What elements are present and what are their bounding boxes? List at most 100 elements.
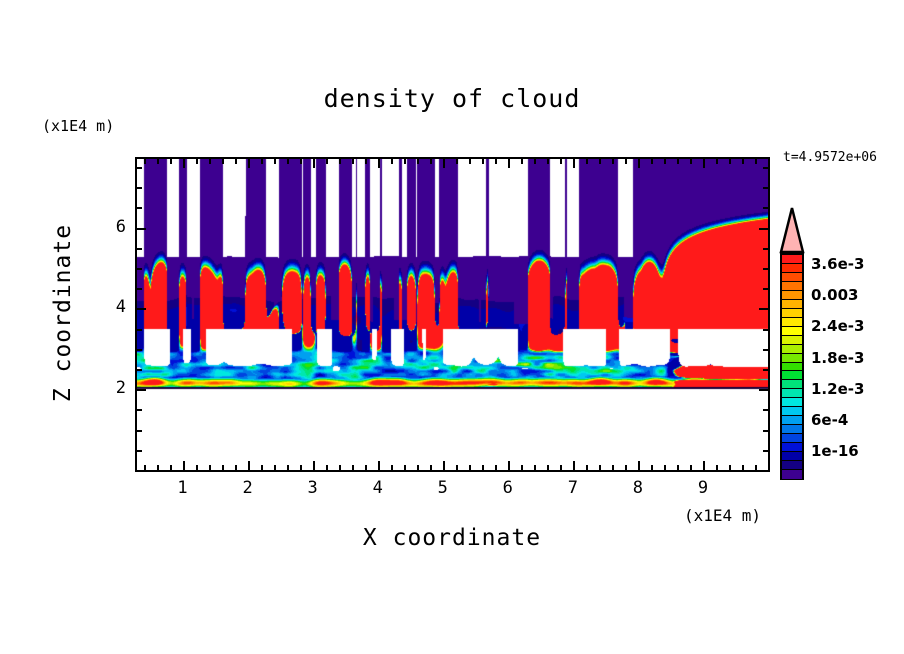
y-axis-minor-tick-right [763,207,768,209]
x-axis-minor-tick [326,465,328,470]
colorbar-band [782,424,802,434]
x-axis-minor-tick-top [625,159,627,164]
colorbar-band [782,281,802,292]
x-axis-minor-tick [235,465,237,470]
x-axis-minor-tick [339,465,341,470]
colorbar-band-separator [782,459,802,461]
x-axis-minor-tick [209,465,211,470]
x-axis-major-tick [573,461,575,470]
x-axis-minor-tick-top [599,159,601,164]
x-axis-minor-tick [365,465,367,470]
y-axis-major-tick-right [759,389,768,391]
x-axis-minor-tick-top [391,159,393,164]
x-axis-minor-tick [716,465,718,470]
x-axis-major-tick-top [638,159,640,168]
x-axis-tick-label: 4 [372,478,383,498]
y-axis-minor-tick-right [763,430,768,432]
colorbar-band [782,406,802,417]
y-axis-major-tick [137,389,146,391]
colorbar-band [782,469,802,479]
x-axis-minor-tick-top [222,159,224,164]
colorbar-band-separator [782,423,802,425]
colorbar-band-separator [782,299,802,301]
colorbar-band [782,308,802,319]
y-axis-minor-tick-right [763,248,768,250]
x-axis-minor-tick-top [612,159,614,164]
colorbar-band [782,290,802,301]
colorbar[interactable] [779,206,805,480]
colorbar-band-separator [782,468,802,470]
x-axis-minor-tick-top [209,159,211,164]
x-axis-minor-tick-top [287,159,289,164]
colorbar-band [782,451,802,461]
colorbar-tick-label: 0.003 [811,286,859,305]
x-axis-major-tick-top [183,159,185,168]
x-axis-minor-tick-top [157,159,159,164]
x-axis-minor-tick-top [417,159,419,164]
x-axis-minor-tick [560,465,562,470]
x-axis-major-tick [313,461,315,470]
colorbar-tick-label: 1e-16 [811,442,859,461]
x-axis-major-tick-top [313,159,315,168]
x-axis-minor-tick-top [456,159,458,164]
y-axis-minor-tick-right [763,187,768,189]
colorbar-band-separator [782,325,802,327]
colorbar-band-separator [782,281,802,283]
x-axis-minor-tick [482,465,484,470]
x-axis-minor-tick-top [300,159,302,164]
colorbar-tick-label: 1.2e-3 [811,379,865,398]
colorbar-band [782,388,802,399]
x-axis-minor-tick [729,465,731,470]
y-axis-tick-label: 2 [115,378,126,399]
x-axis-minor-tick-top [352,159,354,164]
y-axis-minor-tick-right [763,288,768,290]
y-axis-major-tick [137,228,146,230]
colorbar-band-separator [782,263,802,265]
y-axis-major-tick-right [759,308,768,310]
x-axis-tick-label: 1 [177,478,188,498]
y-axis-title: Z coordinate [50,223,76,403]
x-axis-tick-label: 3 [307,478,318,498]
x-axis-minor-tick-top [261,159,263,164]
timestamp-annotation: t=4.9572e+06 [783,150,877,165]
colorbar-tick-label: 1.8e-3 [811,348,865,367]
colorbar-tick-label: 6e-4 [811,411,849,430]
colorbar-band-separator [782,379,802,381]
x-axis-minor-tick-top [170,159,172,164]
colorbar-band [782,255,802,265]
x-axis-major-tick-top [703,159,705,168]
colorbar-tick-label: 3.6e-3 [811,254,865,273]
colorbar-band [782,335,802,345]
x-axis-major-tick [248,461,250,470]
x-axis-tick-label: 8 [632,478,644,498]
x-axis-minor-tick [274,465,276,470]
x-axis-major-tick [638,461,640,470]
x-axis-minor-tick-top [482,159,484,164]
x-axis-minor-tick [391,465,393,470]
x-axis-minor-tick [196,465,198,470]
x-axis-minor-tick [664,465,666,470]
x-axis-minor-tick-top [326,159,328,164]
x-axis-minor-tick [625,465,627,470]
x-axis-minor-tick-top [560,159,562,164]
colorbar-band [782,415,802,426]
colorbar-band [782,317,802,327]
colorbar-arrow-icon [779,207,805,254]
x-axis-minor-tick-top [586,159,588,164]
x-axis-minor-tick [651,465,653,470]
colorbar-band-separator [782,272,802,274]
x-axis-minor-tick [690,465,692,470]
colorbar-band-separator [782,290,802,292]
colorbar-band [782,379,802,390]
colorbar-band-separator [782,432,802,434]
x-axis-minor-tick-top [274,159,276,164]
x-axis-minor-tick [599,465,601,470]
x-axis-minor-tick [534,465,536,470]
x-axis-major-tick-top [508,159,510,168]
x-axis-minor-tick [755,465,757,470]
x-axis-major-tick [703,461,705,470]
x-axis-minor-tick [469,465,471,470]
plot-area[interactable] [135,157,770,472]
x-axis-minor-tick [456,465,458,470]
